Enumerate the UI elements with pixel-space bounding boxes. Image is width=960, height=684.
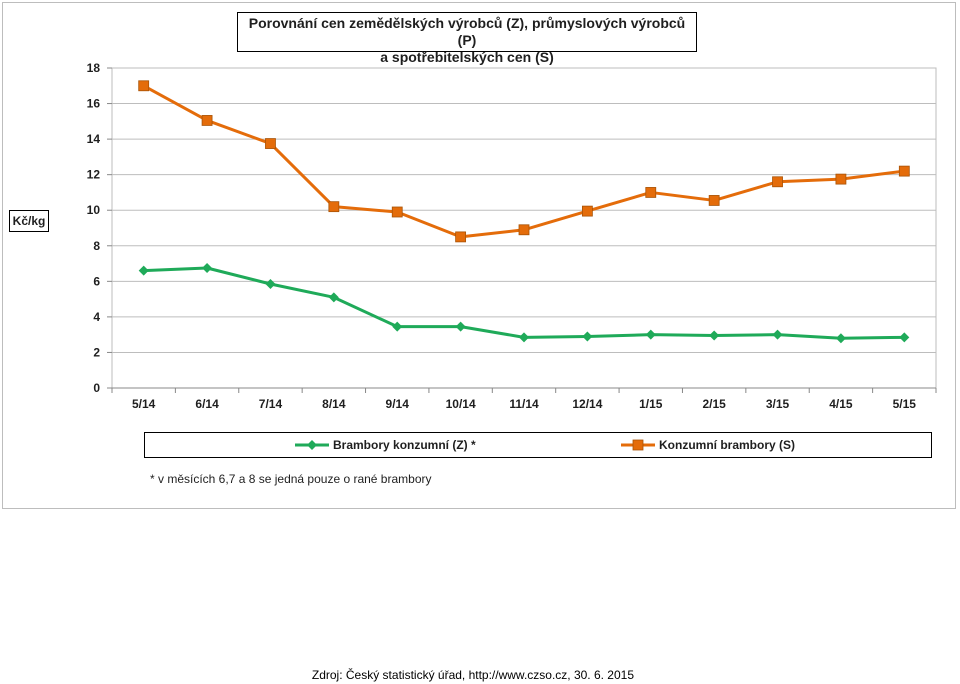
x-tick-label: 6/14 — [195, 397, 219, 411]
x-tick-label: 9/14 — [386, 397, 410, 411]
x-tick-label: 11/14 — [509, 397, 539, 411]
data-point-series-1 — [772, 329, 783, 340]
x-tick-label: 5/14 — [132, 397, 156, 411]
data-point-series-1 — [835, 333, 846, 344]
y-tick-label: 16 — [87, 97, 101, 111]
x-tick-label: 1/15 — [639, 397, 663, 411]
y-tick-label: 12 — [87, 168, 101, 182]
y-tick-label: 8 — [93, 239, 100, 253]
x-tick-label: 4/15 — [829, 397, 853, 411]
chart-title: Porovnání cen zemědělských výrobců (Z), … — [237, 12, 697, 65]
data-point-series-1 — [138, 265, 149, 276]
data-point-series-1 — [455, 321, 466, 332]
data-point-series-2 — [518, 224, 530, 236]
x-tick-label: 12/14 — [572, 397, 602, 411]
chart-title-line-1: Porovnání cen zemědělských výrobců (Z), … — [248, 15, 686, 48]
chart-frame — [2, 2, 956, 509]
y-axis-unit-label: Kč/kg — [9, 210, 49, 232]
x-tick-label: 2/15 — [702, 397, 726, 411]
legend-label-series-2: Konzumní brambory (S) — [659, 438, 796, 452]
x-tick-label: 5/15 — [893, 397, 917, 411]
x-tick-label: 3/15 — [766, 397, 790, 411]
chart-footnote: * v měsících 6,7 a 8 se jedná pouze o ra… — [150, 472, 432, 486]
data-point-series-2 — [581, 205, 593, 217]
data-point-series-1 — [328, 292, 339, 303]
legend: Brambory konzumní (Z) * Konzumní brambor… — [144, 432, 932, 458]
data-point-series-2 — [201, 115, 213, 126]
data-point-series-1 — [645, 329, 656, 340]
data-point-series-2 — [898, 165, 910, 177]
y-tick-label: 10 — [87, 203, 101, 217]
data-point-series-2 — [391, 206, 403, 218]
data-point-series-1 — [709, 330, 720, 341]
legend-marker-diamond — [295, 440, 329, 450]
legend-item-series-2: Konzumní brambory (S) — [621, 433, 795, 457]
legend-marker-square — [621, 439, 655, 451]
series-line-2 — [142, 84, 905, 239]
legend-label-series-1: Brambory konzumní (Z) * — [333, 438, 476, 452]
data-point-series-1 — [899, 332, 910, 343]
data-point-series-1 — [519, 332, 529, 343]
legend-item-series-1: Brambory konzumní (Z) * — [295, 433, 476, 457]
x-tick-label: 8/14 — [322, 397, 346, 411]
series-line-1 — [143, 266, 905, 340]
data-point-series-1 — [582, 331, 593, 342]
y-tick-label: 6 — [93, 274, 100, 288]
data-point-series-2 — [645, 187, 657, 198]
data-point-series-1 — [202, 263, 213, 273]
data-point-series-2 — [138, 80, 150, 92]
x-tick-label: 7/14 — [259, 397, 283, 411]
chart-title-line-2: a spotřebitelských cen (S) — [380, 49, 554, 65]
y-tick-label: 2 — [93, 345, 100, 359]
y-tick-label: 18 — [87, 61, 101, 75]
data-point-series-2 — [455, 231, 467, 243]
data-point-series-1 — [392, 321, 403, 332]
y-tick-label: 14 — [87, 132, 101, 146]
data-point-series-2 — [708, 195, 720, 206]
data-point-series-2 — [772, 176, 783, 188]
y-tick-label: 0 — [93, 381, 100, 395]
data-point-series-1 — [265, 279, 276, 289]
data-point-series-2 — [265, 138, 276, 149]
x-tick-label: 10/14 — [446, 397, 476, 411]
data-point-series-2 — [328, 201, 340, 213]
data-point-series-2 — [835, 173, 847, 185]
y-tick-label: 4 — [93, 310, 100, 324]
source-note: Zdroj: Český statistický úřad, http://ww… — [311, 668, 634, 682]
